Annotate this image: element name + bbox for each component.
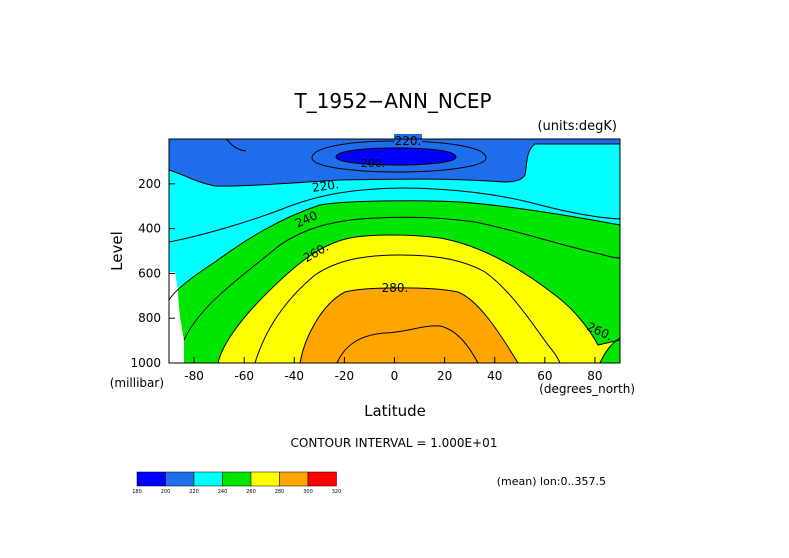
colorbar-label: 200 — [161, 489, 171, 495]
colorbar-swatch — [279, 471, 309, 487]
contour-220 — [169, 143, 620, 187]
contour-lines — [169, 139, 620, 363]
x-tick-label: 60 — [537, 369, 552, 383]
contour-interval-text: CONTOUR INTERVAL = 1.000E+01 — [291, 436, 498, 450]
y-unit-label: (millibar) — [110, 376, 164, 390]
contour-210 — [311, 140, 487, 173]
x-axis: -80 -60 -40 -20 0 20 40 60 80 — [184, 357, 603, 383]
colorbar: 180 200 220 240 260 280 300 320 — [132, 471, 342, 495]
contour-270 — [254, 254, 561, 363]
contour-290 — [336, 325, 479, 363]
colorbar-swatch — [165, 471, 195, 487]
contour-210-left — [225, 139, 247, 152]
band-lt-200 — [336, 148, 456, 165]
contour-230 — [169, 187, 620, 243]
contour-250 — [183, 216, 620, 341]
x-axis-title: Latitude — [364, 402, 426, 420]
colorbar-label: 260 — [246, 489, 256, 495]
y-tick-label: 1000 — [130, 356, 161, 370]
x-tick-label: -60 — [234, 369, 254, 383]
band-240-260-bottom-right — [600, 338, 620, 363]
y-tick-label: 400 — [138, 222, 161, 236]
contour-label-bg — [394, 134, 422, 146]
contour-260 — [217, 234, 620, 363]
x-tick-label: 80 — [587, 369, 602, 383]
band-280-300 — [300, 287, 518, 363]
x-tick-label: 40 — [487, 369, 502, 383]
contour-label-220: 220. — [311, 177, 339, 195]
y-tick-label: 800 — [138, 311, 161, 325]
x-tick-label: -20 — [335, 369, 355, 383]
colorbar-label: 240 — [218, 489, 228, 495]
y-tick-label: 600 — [138, 266, 161, 280]
missing-data-edge — [175, 272, 184, 363]
x-tick-label: 0 — [391, 369, 399, 383]
contour-label-220-top: 220. — [395, 134, 422, 148]
x-tick-label: 20 — [437, 369, 452, 383]
colorbar-swatch — [307, 471, 337, 487]
colorbar-swatch — [222, 471, 252, 487]
y-axis-title: Level — [108, 231, 126, 271]
contour-labels: 220. 200. 220. 240 260. 280. 260. — [293, 134, 615, 343]
colorbar-swatch — [136, 471, 166, 487]
contour-label-280: 280. — [382, 281, 409, 295]
x-unit-label: (degrees_north) — [539, 382, 635, 396]
colorbar-label: 280 — [275, 489, 285, 495]
missing-data-region — [169, 272, 175, 363]
mean-lon-text: (mean) lon:0..357.5 — [497, 475, 606, 488]
colorbar-swatch — [250, 471, 280, 487]
contour-240 — [169, 200, 620, 301]
colorbar-label: 180 — [132, 489, 142, 495]
y-axis: 200 400 600 800 1000 — [130, 177, 175, 370]
chart-title: T_1952−ANN_NCEP — [293, 89, 491, 113]
colorbar-label: 220 — [189, 489, 199, 495]
colorbar-swatch — [193, 471, 223, 487]
plot-area — [169, 139, 620, 363]
y-tick-label: 200 — [138, 177, 161, 191]
contour-label-200: 200. — [361, 157, 386, 170]
contour-270-right — [599, 337, 620, 363]
x-tick-label: -40 — [284, 369, 304, 383]
colorbar-label: 300 — [303, 489, 313, 495]
colorbar-label: 320 — [332, 489, 342, 495]
contour-200 — [335, 147, 457, 166]
units-label: (units:degK) — [537, 119, 617, 134]
x-tick-label: -80 — [184, 369, 204, 383]
contour-280 — [299, 287, 519, 363]
